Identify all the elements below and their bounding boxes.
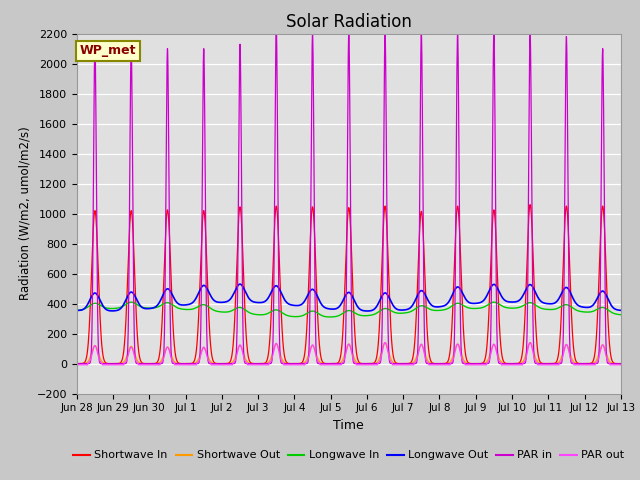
- Shortwave Out: [412, 357, 419, 363]
- Shortwave Out: [73, 360, 81, 366]
- Longwave In: [189, 306, 197, 312]
- Shortwave Out: [617, 360, 625, 366]
- Longwave Out: [189, 299, 197, 305]
- Shortwave Out: [189, 360, 197, 366]
- Longwave Out: [402, 307, 410, 312]
- PAR in: [565, 319, 573, 324]
- PAR out: [73, 362, 81, 368]
- PAR in: [225, 360, 232, 366]
- Longwave In: [127, 299, 135, 305]
- Longwave In: [412, 306, 419, 312]
- Shortwave Out: [182, 360, 189, 366]
- PAR out: [565, 350, 573, 356]
- Y-axis label: Radiation (W/m2, umol/m2/s): Radiation (W/m2, umol/m2/s): [18, 127, 31, 300]
- Shortwave In: [617, 360, 625, 366]
- Shortwave In: [412, 332, 419, 338]
- Shortwave In: [73, 360, 81, 366]
- PAR out: [225, 362, 232, 368]
- Line: PAR in: PAR in: [77, 26, 621, 364]
- Line: Longwave In: Longwave In: [77, 302, 621, 317]
- Shortwave In: [617, 360, 625, 366]
- PAR in: [273, 24, 280, 29]
- Longwave Out: [412, 297, 419, 302]
- Longwave In: [327, 314, 335, 320]
- PAR in: [412, 360, 419, 366]
- Shortwave In: [526, 202, 534, 207]
- Longwave In: [566, 303, 573, 309]
- PAR in: [189, 360, 197, 366]
- PAR out: [526, 340, 534, 346]
- Longwave In: [402, 310, 410, 316]
- X-axis label: Time: Time: [333, 419, 364, 432]
- Shortwave In: [402, 360, 410, 366]
- Longwave Out: [236, 281, 244, 287]
- Title: Solar Radiation: Solar Radiation: [286, 12, 412, 31]
- PAR out: [617, 362, 625, 368]
- PAR out: [412, 360, 419, 365]
- Longwave Out: [363, 308, 371, 314]
- Shortwave Out: [566, 348, 573, 354]
- Line: Shortwave In: Shortwave In: [77, 204, 621, 363]
- Shortwave Out: [402, 360, 410, 366]
- Longwave Out: [566, 288, 573, 293]
- Line: PAR out: PAR out: [77, 343, 621, 365]
- Longwave Out: [617, 308, 625, 313]
- Line: Shortwave Out: Shortwave Out: [77, 343, 621, 363]
- Longwave In: [617, 312, 625, 318]
- Shortwave In: [189, 360, 197, 365]
- PAR in: [617, 361, 625, 367]
- Longwave Out: [225, 298, 232, 303]
- Text: WP_met: WP_met: [79, 44, 136, 58]
- Longwave Out: [73, 308, 81, 313]
- Shortwave Out: [225, 360, 233, 366]
- PAR in: [617, 361, 625, 367]
- PAR out: [189, 362, 197, 368]
- PAR out: [617, 362, 625, 368]
- PAR out: [402, 362, 410, 368]
- PAR in: [402, 361, 410, 367]
- Shortwave Out: [526, 340, 534, 346]
- Shortwave In: [565, 252, 573, 257]
- PAR in: [73, 361, 81, 367]
- Longwave In: [73, 308, 81, 313]
- Longwave In: [225, 309, 233, 314]
- Longwave In: [617, 312, 625, 318]
- Shortwave In: [225, 360, 232, 366]
- Line: Longwave Out: Longwave Out: [77, 284, 621, 311]
- Shortwave Out: [617, 360, 625, 366]
- Longwave Out: [617, 308, 625, 313]
- Legend: Shortwave In, Shortwave Out, Longwave In, Longwave Out, PAR in, PAR out: Shortwave In, Shortwave Out, Longwave In…: [69, 446, 628, 465]
